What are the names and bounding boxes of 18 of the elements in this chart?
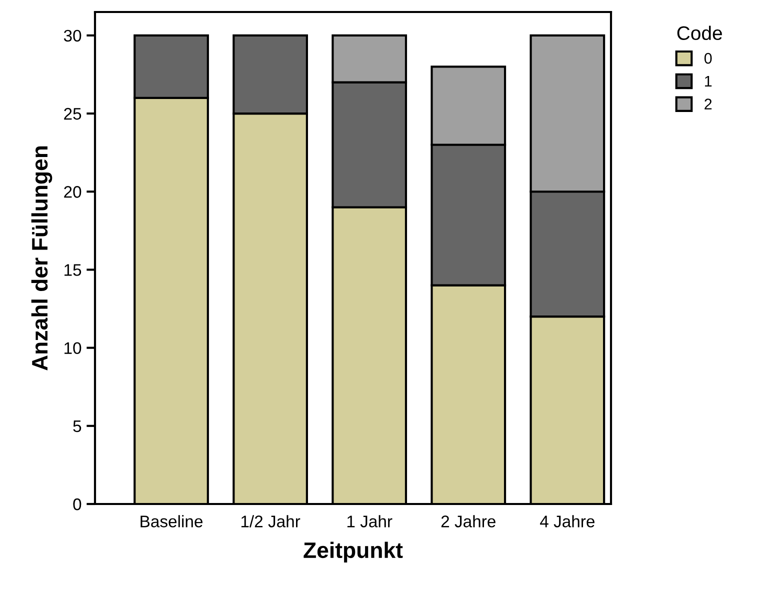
- x-tick-label: 1/2 Jahr: [241, 515, 300, 528]
- y-tick-label: 20: [64, 186, 82, 198]
- legend-label: 0: [704, 52, 712, 64]
- y-tick-label: 0: [73, 498, 82, 510]
- x-tick-label: Baseline: [140, 515, 202, 528]
- y-tick-label: 30: [64, 30, 82, 42]
- x-tick-label: 1 Jahr: [347, 515, 392, 528]
- y-tick-label: 15: [64, 264, 82, 276]
- legend-title: Code: [677, 26, 722, 40]
- y-tick-label: 10: [64, 342, 82, 354]
- x-axis-title: Zeitpunkt: [304, 542, 403, 562]
- y-tick-label: 25: [64, 108, 82, 120]
- legend-label: 1: [705, 76, 712, 86]
- y-tick-label: 5: [73, 420, 82, 432]
- y-axis-title: Anzahl der Füllungen: [31, 146, 52, 370]
- x-tick-label: 4 Jahre: [540, 515, 594, 528]
- x-tick-label: 2 Jahre: [441, 515, 496, 528]
- legend-label: 2: [704, 98, 712, 110]
